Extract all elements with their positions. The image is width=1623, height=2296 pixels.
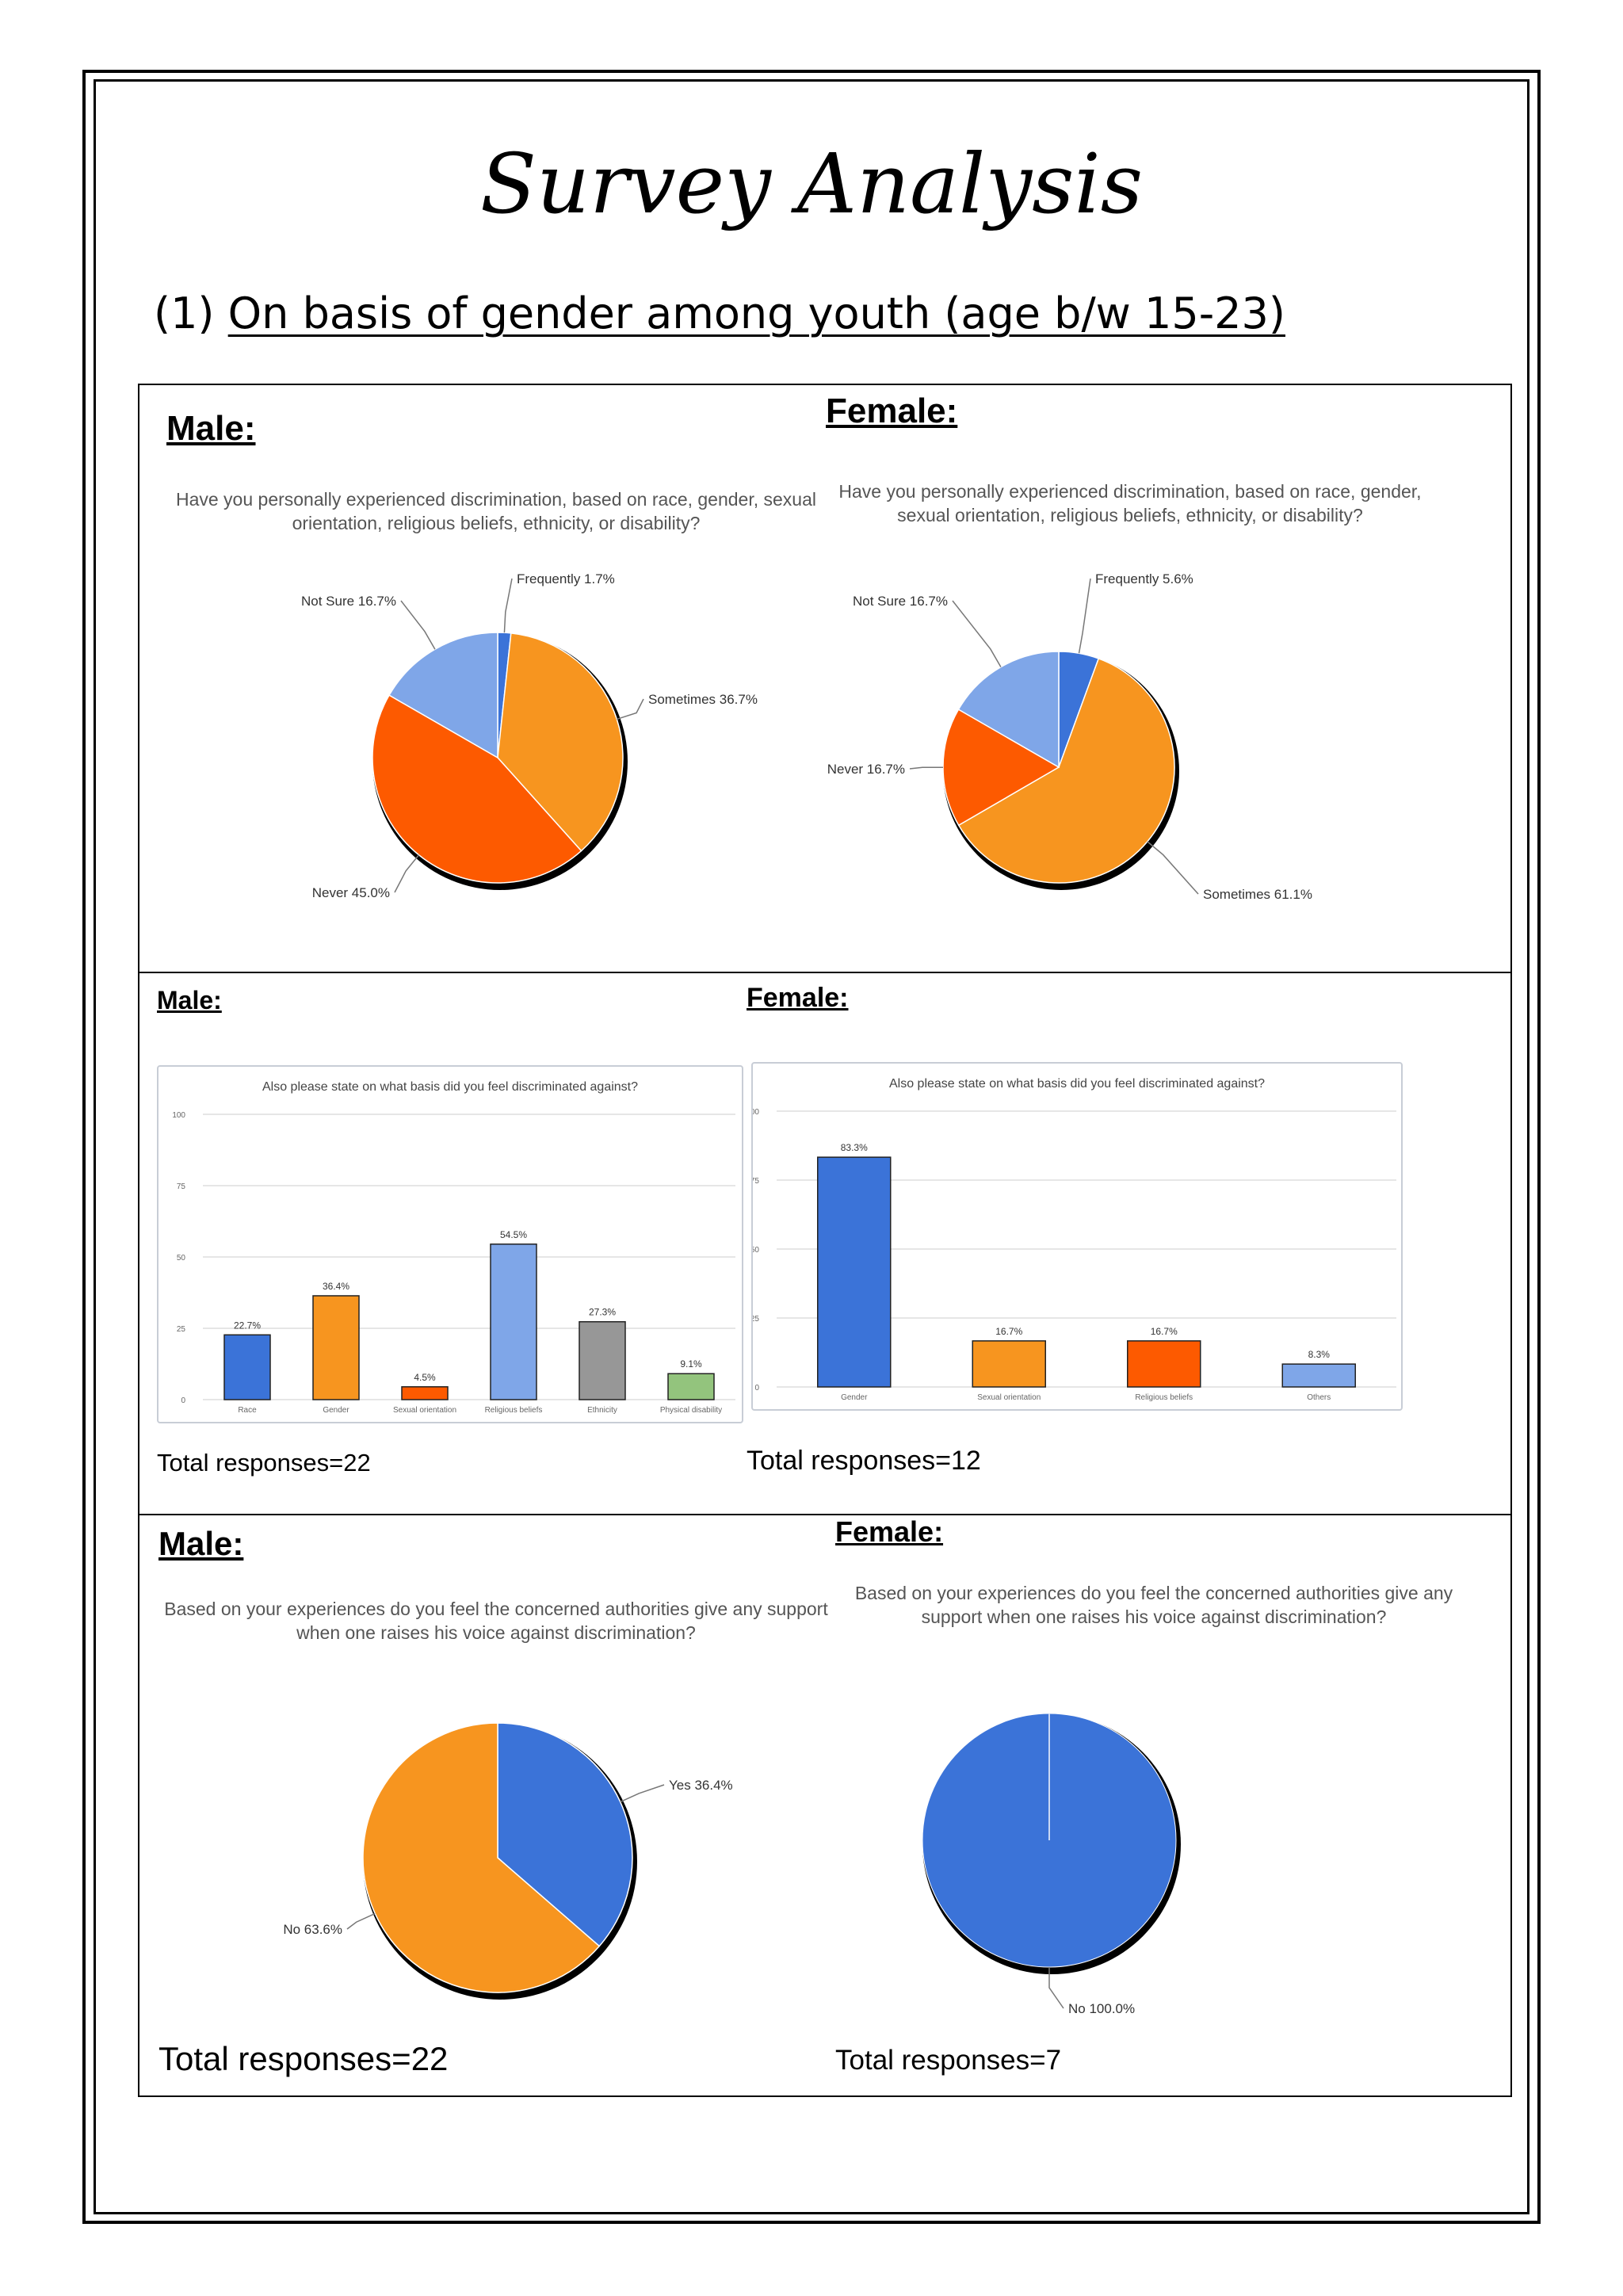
y-tick-label: 100: [172, 1111, 185, 1120]
row2-female-bar-chart: Also please state on what basis did you …: [746, 1077, 1396, 1402]
bar-data-label: 16.7%: [995, 1326, 1022, 1337]
x-tick-label: Gender: [323, 1406, 349, 1415]
bar-gender: [312, 1295, 360, 1400]
pie-leader-line: [909, 766, 944, 770]
pie-leader-line: [617, 698, 644, 720]
bar-race: [223, 1334, 271, 1400]
row3-female-total: Total responses=7: [835, 2045, 1062, 2076]
pie-label-yes: Yes 36.4%: [669, 1778, 733, 1793]
y-tick-label: 75: [177, 1182, 186, 1191]
x-tick-label: Religious beliefs: [485, 1406, 543, 1415]
pie-slice-sometimes: [957, 657, 1175, 884]
row2-female-total: Total responses=12: [747, 1446, 981, 1476]
pie-slice-never: [372, 694, 582, 884]
row2-box: Male: Female: Also please state on what …: [138, 972, 1512, 1515]
pie-leader-line: [1048, 1967, 1064, 2009]
pie-label-not-sure: Not Sure 16.7%: [853, 594, 948, 609]
pie-slice-sometimes: [497, 632, 624, 852]
pie-leader-line: [394, 854, 420, 893]
row3-male-label: Male:: [158, 1525, 244, 1562]
bar-sexual-orientation: [972, 1340, 1046, 1388]
x-tick-label: Religious beliefs: [1135, 1393, 1193, 1402]
pie-label-sometimes: Sometimes 61.1%: [1203, 887, 1312, 902]
row1-female-pie-chart: Frequently 5.6% Sometimes 61.1% Never 16.7…: [827, 571, 1312, 902]
row3-male-question: Based on your experiences do you feel th…: [164, 1599, 828, 1643]
section-heading-text: On basis of gender among youth (age b/w …: [227, 288, 1285, 338]
bar-data-label: 54.5%: [500, 1229, 527, 1240]
x-tick-label: Sexual orientation: [977, 1393, 1041, 1402]
bar-data-label: 16.7%: [1151, 1326, 1178, 1337]
x-tick-label: Ethnicity: [587, 1406, 617, 1415]
row2-female-label: Female:: [747, 983, 849, 1013]
y-tick-label: 0: [181, 1396, 185, 1405]
page-title: Survey Analysis: [479, 136, 1144, 232]
row2-male-total: Total responses=22: [157, 1449, 371, 1477]
y-tick-label: 25: [177, 1325, 186, 1334]
pie-label-frequently: Frequently 5.6%: [1095, 571, 1193, 586]
bar-data-label: 36.4%: [323, 1281, 349, 1292]
row2-male-label: Male:: [157, 986, 222, 1014]
y-tick-label: 50: [177, 1254, 186, 1263]
bar-religious-beliefs: [490, 1244, 537, 1400]
page-border-inner: [94, 79, 1529, 2214]
row2-male-bar-chart: Also please state on what basis did you …: [172, 1080, 735, 1415]
bar-sexual-orientation: [401, 1386, 449, 1400]
pie-label-no: No 100.0%: [1068, 2001, 1135, 2016]
pie-label-frequently: Frequently 1.7%: [517, 571, 615, 586]
row3-male-total: Total responses=22: [158, 2040, 449, 2077]
y-tick-label: 50: [753, 1246, 759, 1255]
pie-leader-line: [620, 1784, 665, 1803]
x-tick-label: Race: [238, 1406, 257, 1415]
bar-ethnicity: [579, 1320, 626, 1400]
row1-male-pie-chart: Frequently 1.7% Sometimes 36.7% Never 45.0…: [301, 571, 758, 900]
row2-female-chart-frame: Also please state on what basis did you …: [746, 1062, 1403, 1411]
pie-leader-line: [400, 600, 436, 650]
bar-chart-title: Also please state on what basis did you …: [889, 1077, 1265, 1091]
bar-others: [1281, 1363, 1356, 1388]
section-heading: (1) On basis of gender among youth (age …: [154, 288, 1285, 338]
pie-label-no: No 63.6%: [283, 1922, 342, 1937]
bar-chart-title: Also please state on what basis did you …: [262, 1080, 638, 1094]
row3-female-pie-chart: No 100.0%: [922, 1713, 1181, 2016]
bar-data-label: 27.3%: [589, 1307, 616, 1318]
pie-label-not-sure: Not Sure 16.7%: [301, 594, 396, 609]
x-tick-label: Sexual orientation: [393, 1406, 456, 1415]
pie-leader-line: [346, 1912, 376, 1930]
y-tick-label: 100: [753, 1108, 759, 1117]
y-tick-label: 0: [754, 1384, 759, 1392]
pie-leader-line: [503, 578, 513, 633]
bar-data-label: 22.7%: [234, 1320, 261, 1331]
pie-leader-line: [1147, 841, 1199, 895]
x-tick-label: Gender: [841, 1393, 868, 1402]
row1-female-question: Have you personally experienced discrimi…: [838, 481, 1422, 525]
bar-data-label: 83.3%: [841, 1142, 868, 1153]
bar-physical-disability: [667, 1373, 715, 1400]
page-border-outer: [82, 70, 1541, 2224]
pie-leader-line: [952, 600, 1002, 667]
row3-female-label: Female:: [835, 1515, 944, 1548]
row3-box: Male: Female: Based on your experiences …: [138, 1514, 1512, 2097]
bar-data-label: 8.3%: [1308, 1349, 1331, 1360]
bar-religious-beliefs: [1127, 1340, 1201, 1388]
pie-label-sometimes: Sometimes 36.7%: [648, 692, 758, 707]
row3-male-pie-chart: Yes 36.4% No 63.6%: [283, 1722, 733, 2000]
row1-box: Male: Female: Have you personally experi…: [138, 384, 1512, 973]
row3-female-question: Based on your experiences do you feel th…: [854, 1583, 1453, 1627]
row1-male-label: Male:: [166, 409, 256, 448]
row2-male-chart-frame: Also please state on what basis did you …: [157, 1065, 743, 1423]
section-number: (1): [154, 288, 215, 338]
pie-label-never: Never 45.0%: [312, 885, 390, 900]
y-tick-label: 25: [753, 1315, 759, 1324]
x-tick-label: Others: [1307, 1393, 1331, 1402]
bar-gender: [817, 1156, 892, 1388]
pie-slice-no: [362, 1722, 601, 1993]
pie-label-never: Never 16.7%: [827, 762, 905, 777]
row1-male-question: Have you personally experienced discrimi…: [175, 489, 817, 533]
bar-data-label: 9.1%: [680, 1358, 702, 1370]
pie-leader-line: [1078, 578, 1091, 654]
x-tick-label: Physical disability: [660, 1406, 722, 1415]
y-tick-label: 75: [753, 1177, 759, 1186]
row1-female-label: Female:: [826, 392, 958, 430]
bar-data-label: 4.5%: [414, 1372, 436, 1383]
